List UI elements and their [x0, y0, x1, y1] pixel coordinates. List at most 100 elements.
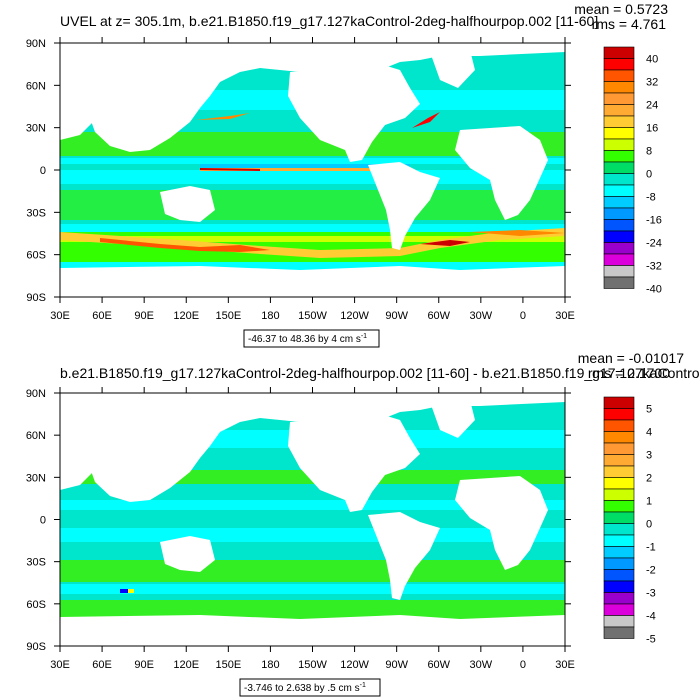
p1-colorbar-label-8: -24 [646, 238, 662, 250]
p2-colorbar-box-17 [603, 592, 635, 605]
p2-lon-label-2: 90E [134, 659, 154, 671]
p2-colorbar-label-4: 1 [646, 496, 652, 508]
panel-2-mean: mean = -0.01017 [578, 350, 684, 366]
p2-lat-label-2: 30N [26, 472, 46, 484]
p2-lon-label-3: 120E [173, 659, 199, 671]
p2-colorbar-box-7 [603, 477, 635, 490]
p1-lon-label-4: 150E [215, 310, 241, 322]
p1-colorbar-box-13 [603, 196, 635, 209]
p2-colorbar-box-19 [603, 615, 635, 628]
p2-colorbar-label-3: 2 [646, 473, 652, 485]
p2-colorbar-box-3 [603, 431, 635, 444]
p1-lon-label-8: 90W [385, 310, 408, 322]
p2-lon-label-12: 30E [555, 659, 575, 671]
p2-colorbar-box-18 [603, 603, 635, 616]
p1-lon-label-12: 30E [555, 310, 575, 322]
panel-2-range-box: -3.746 to 2.638 by .5 cm s-1 [239, 678, 381, 697]
p1-lon-label-7: 120W [340, 310, 369, 322]
p1-lon-label-0: 30E [50, 310, 70, 322]
p2-lon-label-8: 90W [385, 659, 408, 671]
p2-lat-label-5: 60S [26, 599, 46, 611]
p2-colorbar-box-16 [603, 580, 635, 593]
p1-colorbar-box-15 [603, 219, 635, 232]
panel-2-rms: rms = 0.1700 [588, 365, 670, 381]
p2-colorbar-box-20 [603, 626, 635, 639]
p1-colorbar-label-6: -8 [646, 192, 656, 204]
p2-colorbar-box-1 [603, 408, 635, 421]
p2-colorbar-label-7: -2 [646, 565, 656, 577]
p1-lon-label-1: 60E [92, 310, 112, 322]
p1-lat-label-2: 30N [26, 123, 46, 135]
p1-colorbar-label-1: 32 [646, 77, 658, 89]
p1-colorbar-box-10 [603, 161, 635, 174]
p1-colorbar-label-4: 8 [646, 146, 652, 158]
p2-lon-label-7: 120W [340, 659, 369, 671]
p2-colorbar-box-11 [603, 523, 635, 536]
p2-colorbar-box-4 [603, 442, 635, 455]
panel-2-range: -3.746 to 2.638 by .5 cm s [244, 683, 360, 694]
panel-1-title: UVEL at z= 305.1m, b.e21.B1850.f19_g17.1… [60, 13, 598, 29]
p1-colorbar-box-19 [603, 265, 635, 278]
p2-colorbar-label-8: -3 [646, 588, 656, 600]
p2-colorbar-box-10 [603, 511, 635, 524]
p2-colorbar-label-10: -5 [646, 634, 656, 646]
p1-colorbar-box-8 [603, 138, 635, 151]
panel-2-colorbar: 5 4 3 2 1 0 -1 -2 -3 -4 -5 [603, 396, 656, 646]
panel-1-axes: 30E 60E 90E 120E 150E 180 150W 120W 90W 60W 30W 0 30… [26, 37, 575, 322]
p2-lat-label-4: 30S [26, 557, 46, 569]
p1-lon-label-10: 30W [470, 310, 493, 322]
p1-lon-label-3: 120E [173, 310, 199, 322]
p1-lat-label-4: 30S [26, 207, 46, 219]
p2-colorbar-box-0 [603, 396, 635, 409]
p1-colorbar-box-14 [603, 207, 635, 220]
p1-colorbar-box-6 [603, 115, 635, 128]
panel-1: UVEL at z= 305.1m, b.e21.B1850.f19_g17.1… [26, 1, 668, 348]
svg-text:-3.746 to 2.638 by .5 cm s-1: -3.746 to 2.638 by .5 cm s-1 [244, 682, 366, 694]
p1-colorbar-label-5: 0 [646, 169, 652, 181]
p1-lat-label-6: 90S [26, 292, 46, 304]
p2-colorbar-box-12 [603, 534, 635, 547]
panel-1-range-exp: -1 [361, 333, 367, 340]
p1-colorbar-box-4 [603, 92, 635, 105]
p1-lat-label-3: 0 [40, 165, 46, 177]
p2-lon-label-6: 150W [298, 659, 327, 671]
p2-lon-label-10: 30W [470, 659, 493, 671]
p2-colorbar-box-5 [603, 454, 635, 467]
p1-colorbar-box-5 [603, 104, 635, 117]
p1-colorbar-box-1 [603, 58, 635, 71]
panel-2-axes: 30E 60E 90E 120E 150E 180 150W 120W 90W 60W 30W 0 30… [26, 387, 575, 671]
panel-2-map [60, 393, 565, 646]
p2-colorbar-label-5: 0 [646, 519, 652, 531]
p1-colorbar-label-3: 16 [646, 123, 658, 135]
panel-2-title: b.e21.B1850.f19_g17.127kaControl-2deg-ha… [60, 365, 700, 381]
p2-colorbar-box-9 [603, 500, 635, 513]
panel-1-range: -46.37 to 48.36 by 4 cm s [248, 334, 361, 345]
p1-lon-label-2: 90E [134, 310, 154, 322]
p2-colorbar-label-6: -1 [646, 542, 656, 554]
p2-colorbar-label-9: -4 [646, 611, 656, 623]
p1-lon-label-5: 180 [261, 310, 279, 322]
p1-colorbar-box-11 [603, 173, 635, 186]
p1-colorbar-box-2 [603, 69, 635, 82]
svg-text:-46.37 to 48.36 by 4 cm s-1: -46.37 to 48.36 by 4 cm s-1 [248, 333, 367, 345]
p2-lat-label-1: 60N [26, 430, 46, 442]
p1-lat-label-5: 60S [26, 250, 46, 262]
p2-lat-label-0: 90N [26, 388, 46, 400]
p2-colorbar-box-2 [603, 419, 635, 432]
p2-colorbar-box-6 [603, 465, 635, 478]
p2-lon-label-1: 60E [92, 659, 112, 671]
panel-1-rms: rms = 4.761 [592, 16, 667, 32]
p2-colorbar-label-0: 5 [646, 404, 652, 416]
p2-colorbar-box-13 [603, 546, 635, 559]
p2-lon-label-11: 0 [520, 659, 526, 671]
p1-colorbar-box-9 [603, 150, 635, 163]
p1-colorbar-box-16 [603, 230, 635, 243]
p2-lon-label-5: 180 [261, 659, 279, 671]
p1-colorbar-box-18 [603, 253, 635, 266]
p2-colorbar-label-2: 3 [646, 450, 652, 462]
p1-colorbar-box-17 [603, 242, 635, 255]
p1-lat-label-1: 60N [26, 80, 46, 92]
p2-colorbar-label-1: 4 [646, 427, 652, 439]
p2-colorbar-box-8 [603, 488, 635, 501]
p1-lon-label-9: 60W [427, 310, 450, 322]
